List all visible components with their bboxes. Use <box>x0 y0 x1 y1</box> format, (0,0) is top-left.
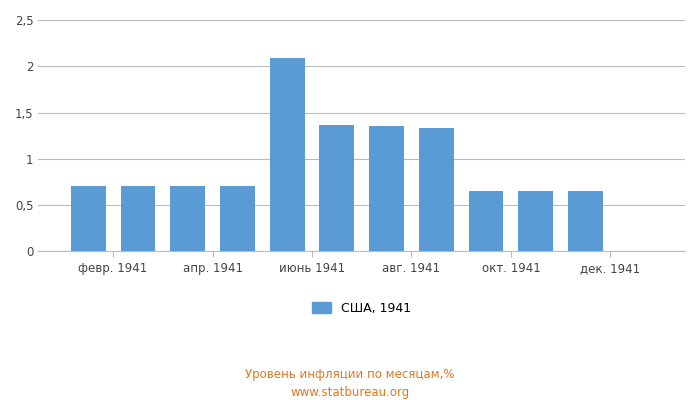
Bar <box>419 128 454 251</box>
Bar <box>170 186 205 251</box>
Bar <box>369 126 404 251</box>
Legend: США, 1941: США, 1941 <box>307 297 416 320</box>
Bar <box>519 191 553 251</box>
Bar <box>319 124 354 251</box>
Bar <box>270 58 304 251</box>
Bar <box>568 191 603 251</box>
Text: Уровень инфляции по месяцам,%: Уровень инфляции по месяцам,% <box>245 368 455 381</box>
Text: www.statbureau.org: www.statbureau.org <box>290 386 410 399</box>
Bar <box>71 186 106 251</box>
Bar <box>469 191 503 251</box>
Bar <box>220 186 255 251</box>
Bar <box>120 186 155 251</box>
